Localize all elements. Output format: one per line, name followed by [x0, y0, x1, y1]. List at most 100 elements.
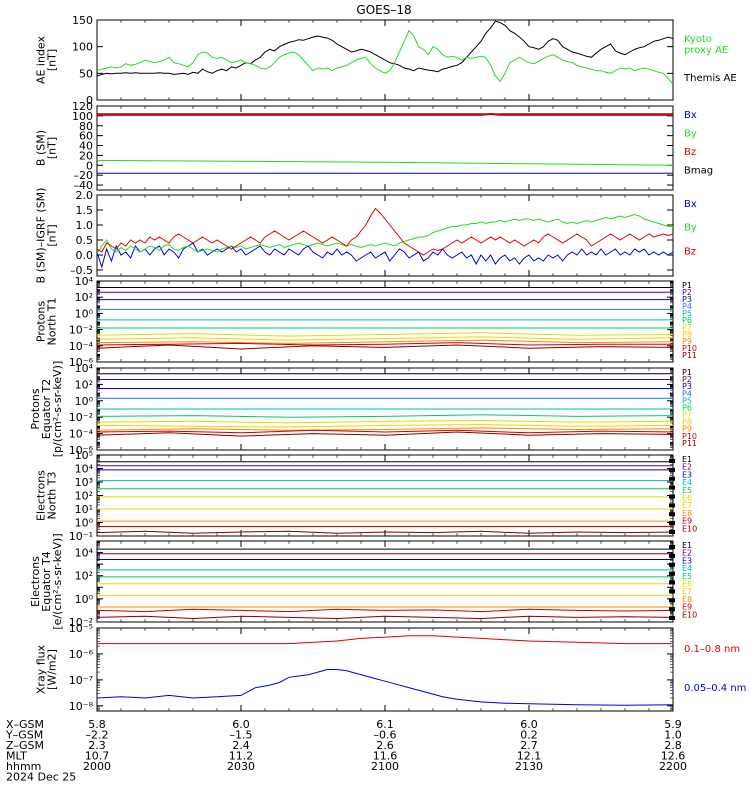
panel-frame: [96, 280, 674, 363]
y-axis-label: [p/(cm²-s-sr-keV)]: [51, 361, 64, 458]
edge-marker: [669, 530, 675, 534]
series-line-themis-ae: [97, 20, 673, 77]
y-tick-label: 10⁵: [75, 449, 93, 462]
legend-item: E10: [682, 610, 697, 619]
edge-marker: [669, 607, 675, 612]
legend-item: P3: [682, 382, 692, 391]
y-axis-label: Protons: [35, 301, 48, 342]
legend-item: P2: [682, 288, 692, 297]
x-row-value: 11.2: [229, 750, 254, 763]
y-axis-label: Equator T4: [40, 551, 53, 611]
y-tick-label: 10⁻⁴: [69, 340, 94, 353]
series-line-bx: [97, 242, 673, 269]
chart-title: GOES–18: [356, 3, 411, 17]
y-tick-label: 10⁴: [75, 547, 94, 560]
y-tick-label: 10⁻⁷: [69, 674, 93, 687]
y-tick-label: 10⁻²: [69, 324, 93, 337]
x-row-value: 2100: [371, 760, 399, 773]
y-axis-label: [W/m2]: [46, 649, 59, 690]
series-line-p11: [97, 344, 673, 350]
y-axis-label: [e/(cm²-s-sr-keV)]: [51, 533, 64, 629]
edge-marker: [669, 598, 675, 603]
x-row-value: 12.6: [661, 750, 686, 763]
legend-item: P1: [682, 368, 692, 377]
y-axis-label: AE index: [35, 35, 48, 84]
x-row-label: MLT: [6, 750, 27, 763]
legend-item: E1: [682, 455, 692, 464]
legend-item: Bz: [684, 246, 696, 257]
legend-item: E7: [682, 587, 692, 596]
x-row-value: 2000: [83, 760, 111, 773]
y-tick-label: –40: [74, 179, 94, 192]
legend-item: E2: [682, 549, 692, 558]
x-row-value: 2.3: [88, 739, 106, 752]
y-tick-label: –0.5: [70, 264, 93, 277]
legend-item: P5: [682, 396, 692, 405]
y-tick-label: 50: [79, 67, 93, 80]
series-line-p8: [97, 336, 673, 341]
x-row-value: 2030: [227, 760, 255, 773]
legend: 0.1–0.8 nm 0.05–0.4 nm: [684, 644, 746, 694]
series-line-by: [97, 159, 673, 166]
y-axis-label: B (SM): [35, 130, 48, 166]
x-row-label: hhmm: [6, 760, 41, 773]
series-line-0-1-0-8-nm: [97, 635, 673, 645]
legend-item: Bx: [684, 110, 697, 121]
panel-bdiff: –0.5 0.0 0.5 1.0 1.5 2.0 B (SM)–IGRF (SM)[nT] B…: [35, 188, 697, 284]
y-axis-label: [nT]: [46, 224, 59, 246]
legend-item: E1: [682, 541, 692, 550]
legend-item: Bmag: [684, 166, 713, 177]
edge-marker: [669, 580, 675, 585]
edge-marker: [669, 467, 675, 472]
edge-marker: [669, 553, 675, 558]
y-tick-label: 10⁻⁸: [69, 700, 94, 713]
y-tick-label: 10²: [75, 570, 93, 583]
y-tick-label: 10³: [75, 476, 93, 489]
y-axis-label: North T3: [46, 472, 59, 520]
x-row-value: 2130: [515, 760, 543, 773]
legend-item: E5: [682, 486, 692, 495]
legend-item: P5: [682, 309, 692, 318]
x-row-value: 2200: [659, 760, 687, 773]
y-tick-label: 10⁰: [75, 395, 94, 408]
y-tick-label: 10²: [75, 378, 93, 391]
y-tick-label: 10⁻⁶: [69, 444, 94, 457]
edge-marker: [669, 571, 675, 576]
legend-item: P8: [682, 418, 692, 427]
x-row-value: 1.0: [664, 729, 682, 742]
edge-marker: [669, 494, 675, 499]
x-row-label: Y–GSM: [5, 729, 43, 742]
legend-item: E9: [682, 603, 692, 612]
y-tick-label: 10⁻⁶: [69, 356, 94, 369]
legend-item: P9: [682, 425, 692, 434]
y-axis-label: Xray flux: [35, 644, 48, 694]
legend-item: E6: [682, 580, 692, 589]
legend-item: E7: [682, 501, 692, 510]
x-row-value: –1.5: [230, 729, 253, 742]
panel-frame: [96, 105, 674, 191]
legend-item: E3: [682, 470, 692, 479]
series-line-kyoto-proxy-ae: [97, 29, 673, 85]
y-tick-label: –20: [74, 169, 94, 182]
series-line-p11: [97, 431, 673, 437]
y-tick-label: 10⁻²: [69, 616, 93, 629]
x-row-value: 2.6: [376, 739, 394, 752]
y-axis-label: [nT]: [46, 137, 59, 159]
y-axis-label: [nT]: [46, 49, 59, 71]
series-line-by: [97, 213, 673, 254]
y-axis-label: Protons: [29, 388, 42, 429]
series-group: [97, 207, 673, 269]
edge-marker: [669, 521, 675, 526]
legend-item: P4: [682, 302, 692, 311]
legend-item: P11: [682, 439, 697, 448]
series-line-p9: [97, 339, 673, 344]
y-axis-label: Electrons: [35, 470, 48, 521]
x-row-value: 10.7: [85, 750, 110, 763]
y-tick-label: 10⁴: [75, 275, 94, 288]
legend-item: E4: [682, 478, 692, 487]
y-tick-label: 10⁻¹: [69, 530, 93, 543]
